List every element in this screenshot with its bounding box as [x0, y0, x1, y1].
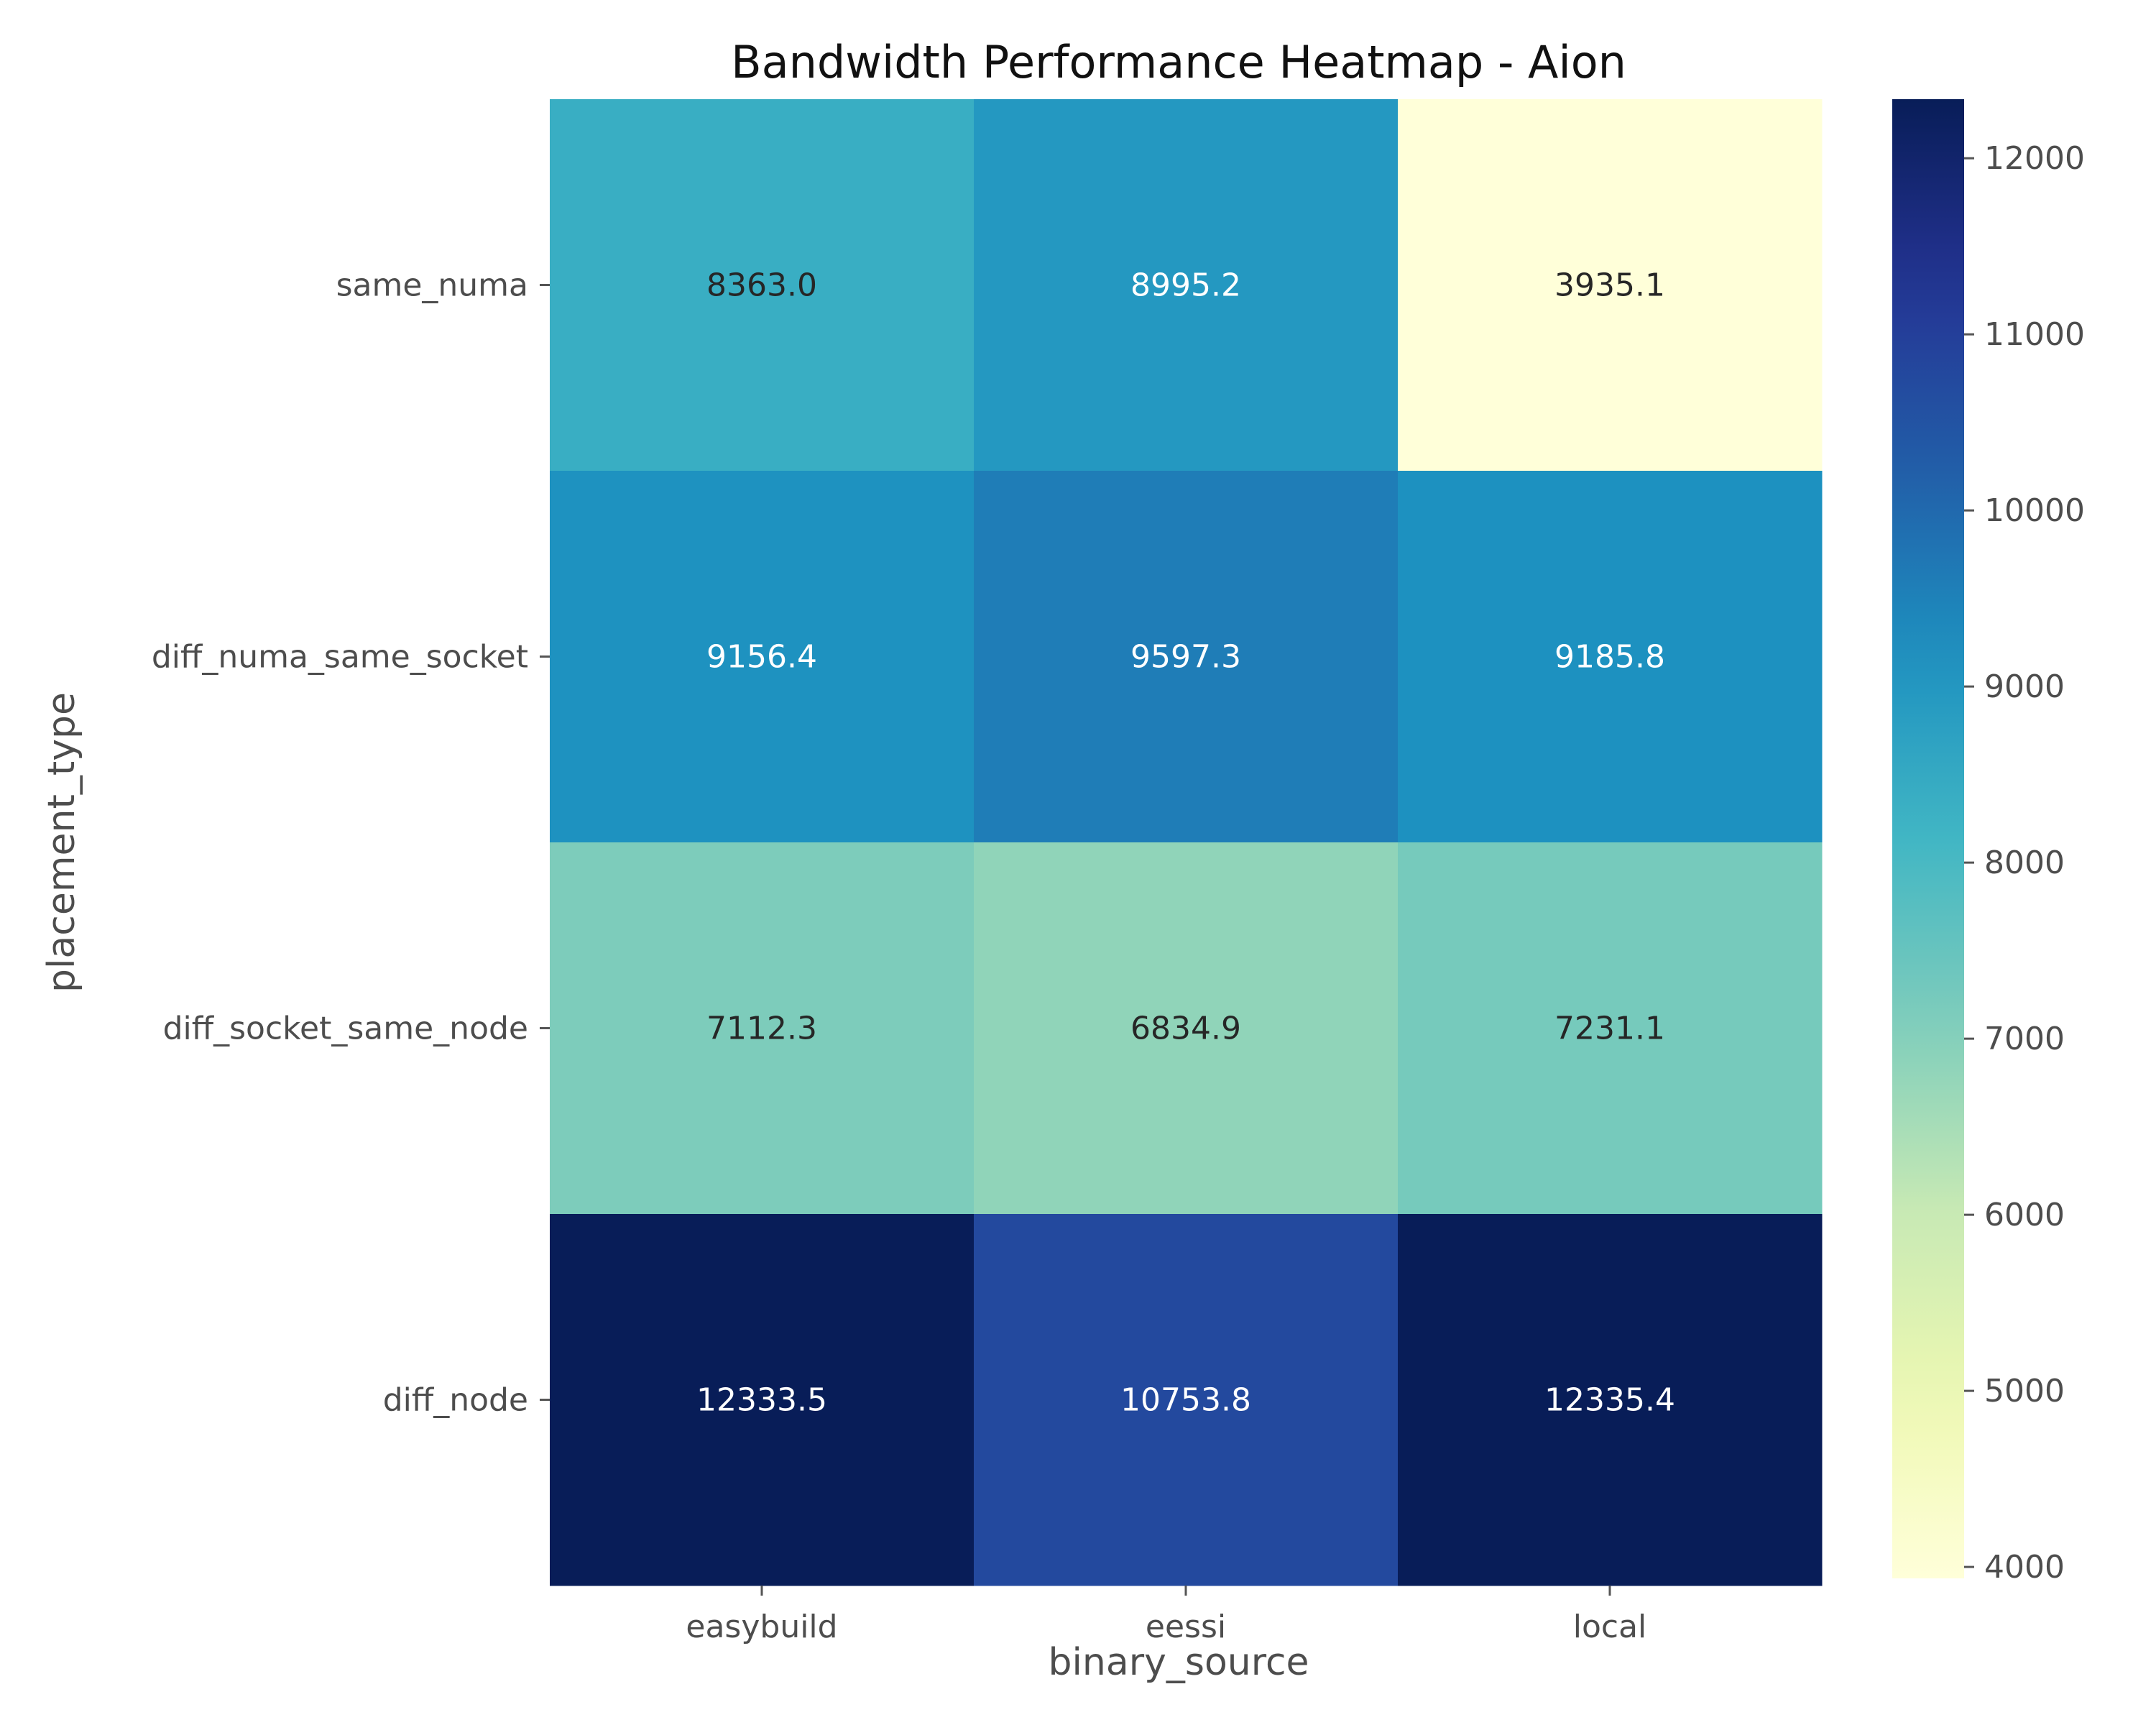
y-axis-label: placement_type [40, 692, 83, 993]
colorbar-tick-label: 10000 [1984, 492, 2085, 529]
heatmap-cell [550, 1214, 975, 1586]
cell-value-label: 8995.2 [1130, 267, 1241, 304]
heatmap-cell [974, 471, 1399, 843]
x-tick-label: easybuild [686, 1609, 837, 1645]
heatmap-cell [1398, 471, 1823, 843]
colorbar-tick-label: 12000 [1984, 140, 2085, 177]
cell-value-label: 12335.4 [1544, 1382, 1675, 1419]
heatmap-cell [550, 471, 975, 843]
cell-value-label: 8363.0 [706, 267, 817, 304]
heatmap-cell [550, 842, 975, 1215]
y-tick-labels: same_numa diff_numa_same_socket diff_socke… [152, 267, 550, 1419]
x-axis-label: binary_source [1048, 1641, 1309, 1684]
heatmap-cell [974, 1214, 1399, 1586]
heatmap-cell [1398, 842, 1823, 1215]
x-tick-labels: easybuild eessi local [686, 1586, 1646, 1645]
chart-title: Bandwidth Performance Heatmap - Aion [731, 36, 1626, 88]
cell-value-label: 9185.8 [1554, 639, 1665, 676]
heatmap-cells: 8363.0 8995.2 3935.1 9156.4 9597.3 9185.8 7112… [550, 99, 1823, 1586]
heatmap-cell [974, 99, 1399, 472]
y-tick-label: diff_socket_same_node [163, 1011, 528, 1047]
colorbar-tick-label: 8000 [1984, 845, 2065, 881]
x-tick-label: local [1573, 1609, 1647, 1645]
cell-value-label: 6834.9 [1130, 1011, 1241, 1047]
cell-value-label: 12333.5 [696, 1382, 827, 1419]
colorbar-tick-label: 5000 [1984, 1373, 2065, 1409]
heatmap-cell [974, 842, 1399, 1215]
colorbar-tick-label: 9000 [1984, 668, 2065, 705]
cell-value-label: 3935.1 [1554, 267, 1665, 304]
cell-value-label: 9156.4 [706, 639, 817, 676]
heatmap-cell [1398, 99, 1823, 472]
heatmap-cell [1398, 1214, 1823, 1586]
cell-value-label: 7112.3 [706, 1011, 817, 1047]
colorbar: 4000 5000 6000 7000 8000 9000 10000 11000 12000 [1892, 99, 2085, 1586]
colorbar-tick-label: 7000 [1984, 1021, 2065, 1057]
cell-value-label: 7231.1 [1554, 1011, 1665, 1047]
y-tick-label: same_numa [336, 267, 528, 304]
cell-value-label: 10753.8 [1120, 1382, 1251, 1419]
y-tick-label: diff_node [383, 1382, 528, 1419]
colorbar-tick-label: 4000 [1984, 1549, 2065, 1586]
x-tick-label: eessi [1146, 1609, 1226, 1645]
heatmap-cell [550, 99, 975, 472]
colorbar-tick-label: 11000 [1984, 316, 2085, 353]
colorbar-tick-label: 6000 [1984, 1197, 2065, 1233]
y-tick-label: diff_numa_same_socket [152, 639, 528, 676]
cell-value-label: 9597.3 [1130, 639, 1241, 676]
colorbar-gradient [1892, 99, 1964, 1578]
